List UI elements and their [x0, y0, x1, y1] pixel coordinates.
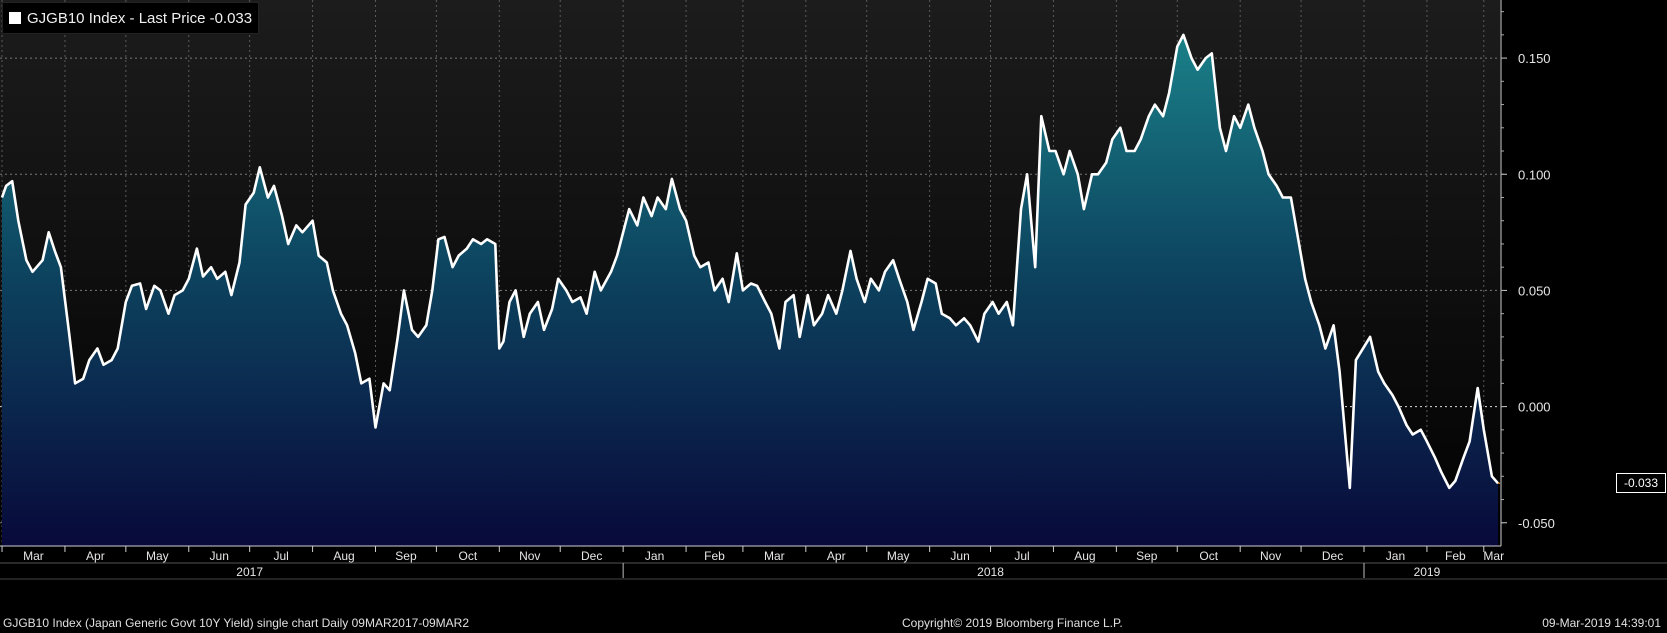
x-tick-label: Aug	[333, 549, 354, 563]
x-tick-label: Aug	[1074, 549, 1095, 563]
x-tick-label: Jan	[1386, 549, 1405, 563]
year-label: 2018	[977, 565, 1004, 579]
last-price-label: -0.033	[1616, 473, 1666, 494]
x-axis: Mar Apr May Jun Jul Aug Sep Oct Nov Dec Jan Feb Mar A…	[0, 545, 1667, 626]
x-tick-label: Apr	[86, 549, 105, 563]
x-tick-label: Jan	[645, 549, 664, 563]
y-tick-label: 0.050	[1518, 283, 1551, 298]
x-axis-panel	[0, 546, 1667, 626]
x-tick-label: Oct	[1199, 549, 1218, 563]
y-tick-label: 0.000	[1518, 400, 1551, 415]
legend-swatch	[9, 12, 21, 24]
year-label: 2019	[1414, 565, 1441, 579]
x-tick-label: Jul	[1014, 549, 1029, 563]
x-tick-label: Feb	[704, 549, 725, 563]
x-tick-label: Oct	[459, 549, 478, 563]
legend: GJGB10 Index - Last Price -0.033	[2, 2, 260, 34]
x-tick-label: Mar	[1483, 549, 1504, 563]
timestamp: 09-Mar-2019 14:39:01	[1542, 616, 1661, 630]
y-tick-label: 0.100	[1518, 167, 1551, 182]
year-label: 2017	[236, 565, 263, 579]
y-tick-label: -0.050	[1518, 516, 1555, 531]
x-tick-label: Sep	[1136, 549, 1158, 563]
y-tick-label: 0.150	[1518, 51, 1551, 66]
x-tick-label: Mar	[23, 549, 44, 563]
legend-label: GJGB10 Index - Last Price -0.033	[27, 9, 253, 27]
x-tick-label: Dec	[581, 549, 602, 563]
x-tick-label: Apr	[827, 549, 846, 563]
x-tick-label: Feb	[1445, 549, 1466, 563]
x-tick-label: Mar	[764, 549, 785, 563]
chart-description: GJGB10 Index (Japan Generic Govt 10Y Yie…	[3, 616, 470, 630]
area-fill	[2, 34, 1498, 547]
x-tick-label: Nov	[519, 549, 540, 563]
x-tick-label: May	[146, 549, 169, 563]
x-tick-label: Sep	[395, 549, 417, 563]
x-tick-label: May	[887, 549, 910, 563]
price-line	[0, 33, 1499, 490]
x-tick-label: Dec	[1322, 549, 1343, 563]
x-tick-label: Nov	[1260, 549, 1281, 563]
x-tick-label: Jul	[273, 549, 288, 563]
x-tick-label: Jun	[950, 549, 969, 563]
copyright-text: Copyright© 2019 Bloomberg Finance L.P.	[902, 616, 1123, 630]
x-tick-label: Jun	[210, 549, 229, 563]
